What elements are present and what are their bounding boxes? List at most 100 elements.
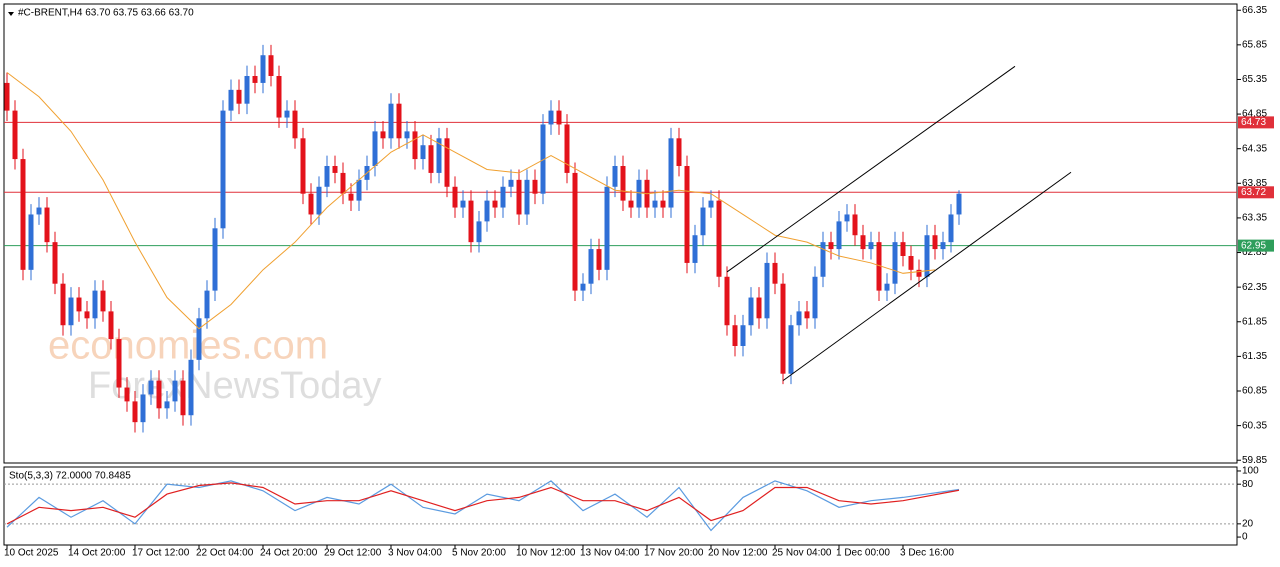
candle-body: [636, 179, 642, 208]
candle-body: [788, 325, 794, 374]
indicator-panel-frame: [3, 466, 1238, 546]
y-tick-label: 60.85: [1242, 386, 1267, 397]
candle-body: [820, 242, 826, 277]
x-tick-label: 3 Dec 16:00: [900, 548, 954, 559]
candle-body: [516, 179, 522, 215]
candle-body: [188, 359, 194, 416]
candle-body: [292, 110, 298, 139]
candle-body: [44, 207, 50, 243]
level-label-box: [1238, 116, 1274, 129]
x-tick-label: 17 Nov 20:00: [644, 548, 704, 559]
watermark-text: ForexNewsToday: [88, 365, 382, 407]
candle-body: [708, 200, 714, 208]
candle-body: [204, 290, 210, 319]
candle-body: [36, 207, 42, 215]
candle-body: [388, 103, 394, 139]
candle-body: [836, 221, 842, 250]
candle-body: [412, 131, 418, 160]
y-tick-label: 63.85: [1242, 178, 1267, 189]
level-label-box: [1238, 239, 1274, 252]
trend-line: [782, 171, 1072, 382]
candle-body: [852, 214, 858, 236]
candle-body: [476, 221, 482, 243]
candle-body: [100, 290, 106, 312]
y-tick-label: 65.35: [1242, 74, 1267, 85]
indicator-title: Sto(5,3,3) 72.0000 70.8485: [9, 471, 131, 482]
y-tick-label: 100: [1242, 466, 1259, 477]
candle-body: [556, 110, 562, 125]
y-tick-label: 63.35: [1242, 213, 1267, 224]
level-label-box: [1238, 186, 1274, 199]
candle-body: [540, 124, 546, 194]
candle-body: [380, 131, 386, 139]
candle-body: [444, 138, 450, 187]
candle-body: [604, 186, 610, 270]
candle-body: [884, 283, 890, 291]
candle-body: [220, 110, 226, 229]
candle-body: [668, 138, 674, 208]
candle-body: [956, 193, 962, 215]
y-tick-label: 80: [1242, 479, 1254, 490]
candle-body: [932, 235, 938, 250]
candle-body: [804, 311, 810, 319]
candle-body: [92, 290, 98, 319]
candle-body: [716, 200, 722, 277]
level-label: 62.95: [1241, 240, 1266, 251]
x-tick-label: 22 Oct 04:00: [196, 548, 254, 559]
x-tick-label: 3 Nov 04:00: [388, 548, 442, 559]
candle-body: [692, 235, 698, 263]
candle-body: [308, 193, 314, 215]
candle-body: [348, 193, 354, 201]
candle-body: [524, 179, 530, 215]
watermark: economies.com ForexNewsToday: [48, 324, 382, 407]
y-tick-label: 64.35: [1242, 143, 1267, 154]
candle-body: [420, 145, 426, 160]
candle-body: [860, 235, 866, 250]
x-tick-label: 20 Nov 12:00: [708, 548, 768, 559]
x-tick-label: 10 Nov 12:00: [516, 548, 576, 559]
candle-body: [916, 269, 922, 277]
y-tick-label: 59.85: [1242, 455, 1267, 466]
candle-body: [404, 131, 410, 139]
y-tick-label: 62.85: [1242, 247, 1267, 258]
candle-body: [484, 200, 490, 222]
candle-body: [652, 200, 658, 208]
x-tick-label: 5 Nov 20:00: [452, 548, 506, 559]
candle-body: [124, 387, 130, 402]
candle-body: [244, 76, 250, 104]
candle-body: [76, 297, 82, 312]
candle-body: [148, 380, 154, 395]
level-label: 63.72: [1241, 187, 1266, 198]
candle-body: [452, 186, 458, 208]
candle-body: [596, 249, 602, 270]
candle-body: [564, 124, 570, 173]
candle-body: [284, 110, 290, 118]
candle-body: [356, 179, 362, 201]
candle-body: [324, 166, 330, 187]
y-tick-label: 60.35: [1242, 420, 1267, 431]
candle-body: [796, 311, 802, 326]
candle-body: [196, 318, 202, 360]
x-tick-label: 1 Dec 00:00: [836, 548, 890, 559]
candle-body: [212, 228, 218, 291]
candle-body: [12, 110, 18, 160]
candle-body: [612, 166, 618, 187]
candle-body: [620, 166, 626, 201]
candle-body: [28, 214, 34, 270]
candle-body: [4, 82, 10, 111]
stochastic-line: [6, 480, 960, 532]
y-tick-label: 61.35: [1242, 351, 1267, 362]
candle-body: [236, 89, 242, 104]
candle-body: [700, 207, 706, 236]
candle-body: [828, 242, 834, 250]
candle-body: [276, 76, 282, 118]
candle-body: [460, 200, 466, 208]
title-arrow: [8, 12, 14, 16]
y-tick-label: 0: [1242, 532, 1248, 543]
candle-body: [724, 276, 730, 326]
candle-body: [876, 242, 882, 291]
candle-body: [780, 283, 786, 374]
candle-body: [948, 214, 954, 243]
candle-body: [676, 138, 682, 166]
